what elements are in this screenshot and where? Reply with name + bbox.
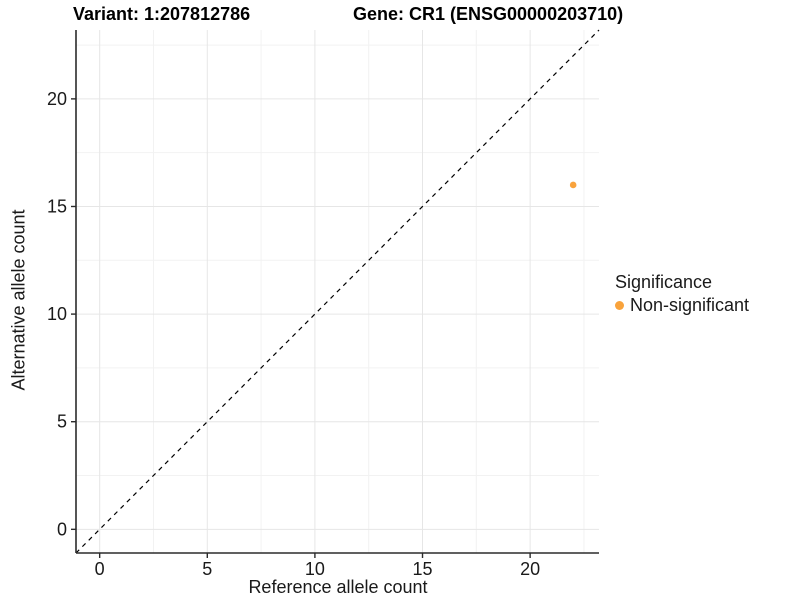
plot-title-gene: Gene: CR1 (ENSG00000203710) [353, 4, 624, 24]
x-axis-title: Reference allele count [248, 577, 428, 597]
x-tick-label: 0 [95, 559, 105, 579]
legend-title: Significance [615, 272, 713, 292]
data-point [569, 181, 577, 189]
x-tick-label: 20 [520, 559, 540, 579]
plot-title-variant: Variant: 1:207812786 [73, 4, 251, 24]
y-axis-title: Alternative allele count [8, 209, 29, 391]
y-tick-label: 0 [57, 519, 67, 539]
y-tick-label: 15 [47, 196, 67, 216]
y-tick-label: 10 [47, 304, 67, 324]
legend-item-label: Non-significant [630, 295, 750, 315]
legend-point-icon [615, 301, 624, 310]
legend: Significance Non-significant [615, 272, 749, 316]
y-tick-label: 5 [57, 412, 67, 432]
identity-dashed-line [75, 29, 600, 554]
x-tick-label: 5 [202, 559, 212, 579]
y-tick-label: 20 [47, 89, 67, 109]
x-tick-label: 10 [305, 559, 325, 579]
legend-item: Non-significant [615, 295, 749, 316]
x-tick-label: 15 [412, 559, 432, 579]
